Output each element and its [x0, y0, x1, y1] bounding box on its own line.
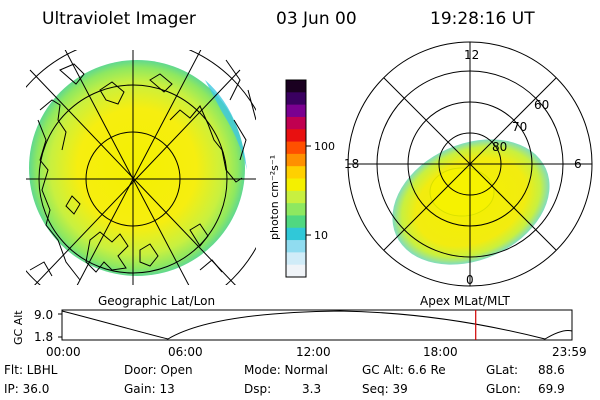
gc-alt-curve — [61, 310, 573, 340]
x-tick-label: 23:59 — [552, 345, 587, 359]
geographic-panel-label: Geographic Lat/Lon — [98, 294, 215, 308]
colorbar-tick-label-100: 100 — [314, 140, 335, 153]
glat-value: 88.6 — [538, 363, 565, 377]
coastline — [37, 63, 243, 281]
coastline — [29, 59, 256, 277]
colorbar-segment — [286, 153, 306, 167]
y-tick-label: 1.8 — [34, 330, 53, 344]
colorbar: 100 10 photon cm⁻²s⁻¹ — [268, 79, 335, 278]
x-tick-label: 06:00 — [168, 345, 203, 359]
colorbar-segment — [286, 264, 306, 278]
glon-label: GLon: — [486, 382, 521, 396]
timeline-frame — [61, 309, 573, 341]
colorbar-segment — [286, 104, 306, 118]
mlat-label-60: 60 — [534, 98, 549, 112]
colorbar-segment — [286, 116, 306, 130]
colorbar-segment — [286, 92, 306, 106]
lon-line — [34, 69, 241, 285]
colorbar-segment — [286, 252, 306, 266]
mlat-label-70: 70 — [512, 120, 527, 134]
mlt-label-12: 12 — [464, 48, 479, 62]
colorbar-segment — [286, 190, 306, 204]
colorbar-segment — [286, 240, 306, 253]
mlt-label-18: 18 — [344, 157, 359, 171]
date-label: 03 Jun 00 — [276, 9, 357, 29]
orbit-timeline: GC Alt 9.0 1.8 00:00 06:00 12:00 18:00 2… — [12, 308, 587, 359]
apex-panel: 12 18 6 0 60 70 80 — [344, 41, 593, 287]
colorbar-segment — [286, 80, 306, 93]
colorbar-segment — [286, 129, 306, 143]
gc-alt-status: GC Alt: 6.6 Re — [362, 363, 446, 377]
seq-status: Seq: 39 — [362, 382, 408, 396]
mode-status: Mode: Normal — [244, 363, 328, 377]
ip-status: IP: 36.0 — [4, 382, 50, 396]
x-tick-label: 18:00 — [423, 345, 458, 359]
aurora-image-left — [29, 60, 245, 276]
mlt-label-0: 0 — [466, 273, 474, 287]
filter-status: Flt: LBHL — [4, 363, 58, 377]
colorbar-segment — [286, 227, 306, 241]
colorbar-segment — [286, 203, 306, 216]
x-tick-label: 12:00 — [296, 345, 331, 359]
y-tick-label: 9.0 — [34, 308, 53, 322]
geographic-panel — [26, 50, 256, 285]
mlat-label-80: 80 — [492, 140, 507, 154]
time-label: 19:28:16 UT — [430, 9, 535, 29]
door-status: Door: Open — [124, 363, 193, 377]
colorbar-segment — [286, 166, 306, 179]
colorbar-unit-label: photon cm⁻²s⁻¹ — [268, 155, 281, 240]
x-tick-label: 00:00 — [46, 345, 81, 359]
colorbar-tick-label-10: 10 — [314, 229, 328, 242]
mlt-line — [383, 77, 557, 251]
dsp-label: Dsp: — [244, 382, 272, 396]
lon-line — [76, 50, 202, 285]
aurora-inner-patch — [429, 167, 495, 217]
gc-alt-axis-label: GC Alt — [12, 310, 25, 345]
colorbar-segment — [286, 141, 306, 155]
glon-value: 69.9 — [538, 382, 565, 396]
gain-status: Gain: 13 — [124, 382, 175, 396]
apex-panel-label: Apex MLat/MLT — [420, 294, 510, 308]
dsp-value: 3.3 — [302, 382, 322, 396]
instrument-title: Ultraviolet Imager — [42, 9, 196, 29]
colorbar-segment — [286, 215, 306, 229]
glat-label: GLat: — [486, 363, 519, 377]
mlt-label-6: 6 — [574, 157, 582, 171]
colorbar-segment — [286, 178, 306, 192]
